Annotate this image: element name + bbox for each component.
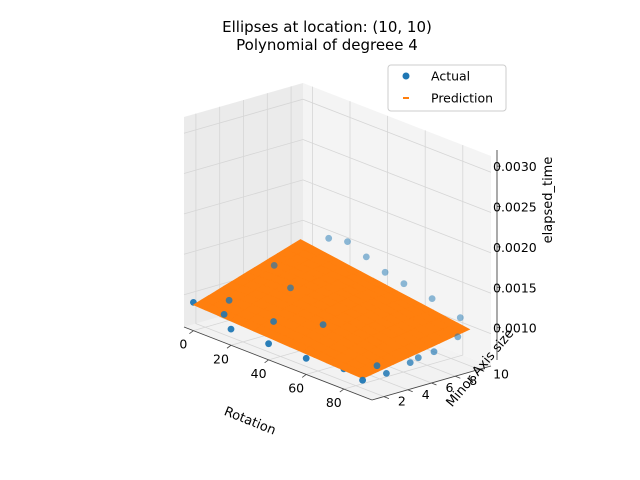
z-tick-label: 0.0025 — [493, 200, 537, 215]
y-tick-label: 2 — [398, 394, 406, 409]
y-tick-mark — [455, 375, 461, 379]
x-tick-mark — [189, 330, 194, 334]
grid-line-z — [183, 219, 492, 294]
y-tick-label: 6 — [446, 380, 454, 395]
actual-point — [373, 362, 381, 370]
actual-point — [302, 354, 310, 362]
legend: Actual Prediction — [387, 64, 507, 112]
grid-line-z — [183, 139, 492, 213]
actual-point — [319, 321, 327, 328]
legend-frame — [387, 64, 507, 112]
actual-point — [383, 370, 390, 377]
z-axis-label: elapsed_time — [541, 157, 556, 244]
x-tick-mark — [301, 374, 307, 378]
y-tick-mark — [478, 369, 485, 372]
x-axis-label: Rotation — [222, 404, 278, 438]
legend-actual-label: Actual — [431, 69, 470, 84]
y-tick-label: 4 — [422, 387, 430, 402]
actual-point — [287, 284, 294, 292]
chart-title-line-1: Ellipses at location: (10, 10) — [222, 18, 432, 36]
grid-line-z — [183, 179, 492, 254]
x-tick-label: 0 — [179, 337, 187, 352]
actual-point — [265, 340, 272, 348]
x-tick-label: 80 — [326, 395, 342, 410]
actual-point — [456, 314, 464, 322]
actual-points-front — [220, 262, 462, 384]
legend-prediction-label: Prediction — [431, 91, 493, 106]
prediction-surface — [192, 239, 471, 379]
grid-line-y — [195, 113, 385, 397]
x-tick-label: 40 — [251, 366, 267, 381]
x-tick-mark — [339, 388, 345, 393]
z-tick-label: 0.0010 — [493, 321, 537, 336]
actual-point — [227, 325, 235, 333]
actual-point — [428, 295, 436, 302]
y-tick-mark — [431, 382, 437, 386]
actual-point — [406, 359, 414, 366]
y-tick-label: 8 — [469, 373, 477, 388]
x-tick-label: 60 — [288, 380, 304, 395]
grid-line-x — [343, 145, 464, 390]
actual-point — [430, 348, 438, 356]
actual-point — [362, 253, 370, 261]
actual-point — [454, 333, 462, 341]
prediction-surface-patch — [449, 322, 471, 334]
x-tick-label: 20 — [213, 351, 229, 366]
actual-point — [381, 268, 389, 276]
y-tick-mark — [383, 396, 390, 399]
x-tick-mark — [226, 344, 232, 349]
actual-point — [325, 234, 333, 242]
actual-point — [270, 262, 278, 269]
axis-ticks: 0 20 40 60 80 2 4 6 8 10 0.0010 0.0015 0.0020 0.0025 0… — [179, 159, 536, 410]
legend-actual-marker — [402, 72, 410, 80]
actual-point — [359, 376, 366, 384]
chart-title-line-2: Polynomial of degreee 4 — [236, 36, 418, 54]
actual-point — [270, 318, 277, 325]
x-tick-mark — [264, 359, 269, 364]
z-tick-label: 0.0030 — [493, 159, 537, 174]
actual-point — [400, 280, 408, 288]
z-tick-label: 0.0015 — [493, 280, 537, 295]
actual-point — [344, 238, 351, 246]
actual-point — [225, 296, 233, 304]
z-tick-label: 0.0020 — [493, 240, 537, 255]
actual-point — [220, 311, 228, 318]
x-axis-line — [183, 326, 373, 401]
grid-line-z — [183, 98, 492, 173]
y-tick-mark — [407, 389, 413, 393]
actual-point — [414, 354, 422, 362]
y-tick-label: 10 — [493, 366, 509, 381]
